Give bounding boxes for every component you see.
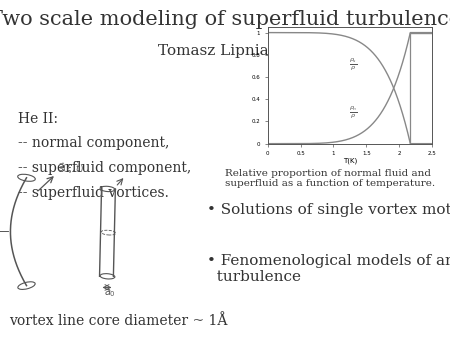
X-axis label: T(K): T(K) — [343, 158, 357, 164]
Text: $\frac{\rho_s}{\rho}$: $\frac{\rho_s}{\rho}$ — [349, 56, 357, 72]
Text: Tomasz Lipniacki: Tomasz Lipniacki — [158, 44, 292, 58]
Text: $\vec{s}(\xi,t)$: $\vec{s}(\xi,t)$ — [58, 162, 84, 176]
Text: -- superfluid vortices.: -- superfluid vortices. — [18, 186, 169, 199]
Text: $a_0$: $a_0$ — [104, 287, 117, 299]
Text: He II:: He II: — [18, 112, 58, 125]
Text: Relative proportion of normal fluid and
superfluid as a function of temperature.: Relative proportion of normal fluid and … — [225, 169, 435, 188]
Text: Two scale modeling of superfluid turbulence: Two scale modeling of superfluid turbule… — [0, 10, 450, 29]
Text: • Solutions of single vortex motion in LIA: • Solutions of single vortex motion in L… — [207, 203, 450, 217]
Text: vortex line core diameter ~ 1Å: vortex line core diameter ~ 1Å — [9, 314, 227, 328]
Text: -- superfluid component,: -- superfluid component, — [18, 161, 191, 175]
Text: -- normal component,: -- normal component, — [18, 136, 169, 150]
Text: $\frac{\rho_n}{\rho}$: $\frac{\rho_n}{\rho}$ — [349, 105, 358, 120]
Text: • Fenomenological models of anisotropic
  turbulence: • Fenomenological models of anisotropic … — [207, 254, 450, 284]
